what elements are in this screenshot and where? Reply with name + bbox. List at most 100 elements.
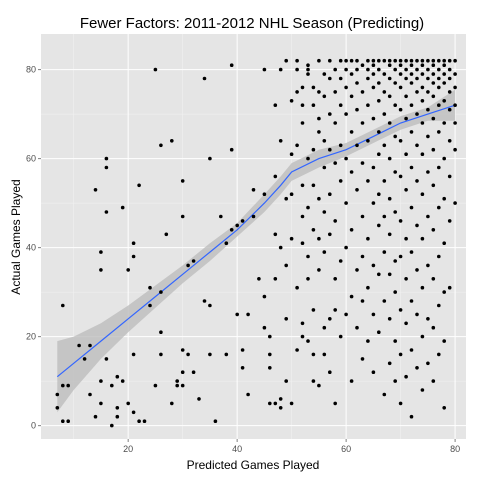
x-tick-label: 20 [123,444,133,454]
data-point [426,214,430,219]
data-point [317,196,321,201]
data-point [300,334,305,339]
data-point [437,76,441,81]
data-point [360,121,365,125]
y-tick-label: 40 [26,243,36,253]
data-point [431,147,436,152]
data-point [377,192,381,196]
data-point [377,272,381,277]
data-point [387,272,392,277]
data-point [115,414,120,419]
data-point [284,317,289,321]
data-point [409,103,414,107]
data-point [398,85,403,90]
data-point [360,214,365,219]
data-point [300,321,305,326]
data-point [360,90,365,94]
data-point [437,58,441,63]
data-point [186,263,190,268]
data-point [404,321,408,326]
data-point [387,232,392,237]
data-point [295,285,299,290]
data-point [426,170,430,174]
data-point [415,268,419,272]
data-point [393,210,398,214]
data-point [289,192,294,196]
data-point [420,334,425,339]
data-point [333,121,338,125]
x-tick-label: 60 [341,444,351,454]
data-point [159,143,163,148]
data-point [322,139,327,143]
data-point [447,174,452,179]
data-point [387,94,392,99]
data-point [415,143,419,148]
data-point [159,352,163,357]
data-point [371,58,376,63]
data-point [77,343,81,348]
data-point [278,139,283,143]
data-point [322,325,327,330]
data-point [398,254,403,259]
data-point [447,219,452,223]
data-point [415,223,419,228]
data-point [404,58,408,63]
grid-lines [41,34,466,439]
data-point [262,192,267,196]
data-point [442,406,447,410]
data-point [431,72,436,76]
data-point [344,85,348,90]
x-tick-label: 40 [232,444,242,454]
data-point [382,250,387,254]
data-point [431,325,436,330]
data-point [415,179,419,183]
data-point [202,299,207,303]
data-point [409,165,414,170]
data-point [246,312,250,317]
data-point [344,312,348,317]
data-point [273,232,278,237]
data-point [404,67,408,72]
data-point [322,72,327,76]
data-point [426,263,430,268]
data-point [120,379,125,383]
data-point [180,214,185,219]
data-point [371,263,376,268]
data-point [88,392,92,397]
data-point [355,188,359,192]
data-point [398,72,403,76]
data-point [284,379,289,383]
data-point [240,219,245,223]
data-point [398,58,403,63]
data-point [398,352,403,357]
data-point [131,241,136,245]
data-point [322,250,327,254]
data-point [398,401,403,406]
data-point [349,94,354,99]
data-point [191,370,196,375]
data-point [447,139,452,143]
data-point [273,277,278,281]
data-point [164,232,169,237]
data-point [306,254,310,259]
data-point [300,121,305,125]
data-point [426,317,430,321]
data-point [404,94,408,99]
data-point [66,419,70,424]
x-axis-ticks: 20 40 60 80 [123,439,460,454]
data-point [338,143,343,148]
data-point [377,223,381,228]
data-point [420,63,425,67]
data-point [442,339,447,343]
data-point [219,214,223,219]
data-point [420,99,425,103]
data-point [393,259,398,263]
data-point [306,72,310,76]
data-point [344,245,348,250]
data-point [420,121,425,125]
data-point [453,58,457,63]
data-point [349,130,354,134]
data-point [251,188,256,192]
data-point [393,290,398,294]
data-point [415,90,419,94]
